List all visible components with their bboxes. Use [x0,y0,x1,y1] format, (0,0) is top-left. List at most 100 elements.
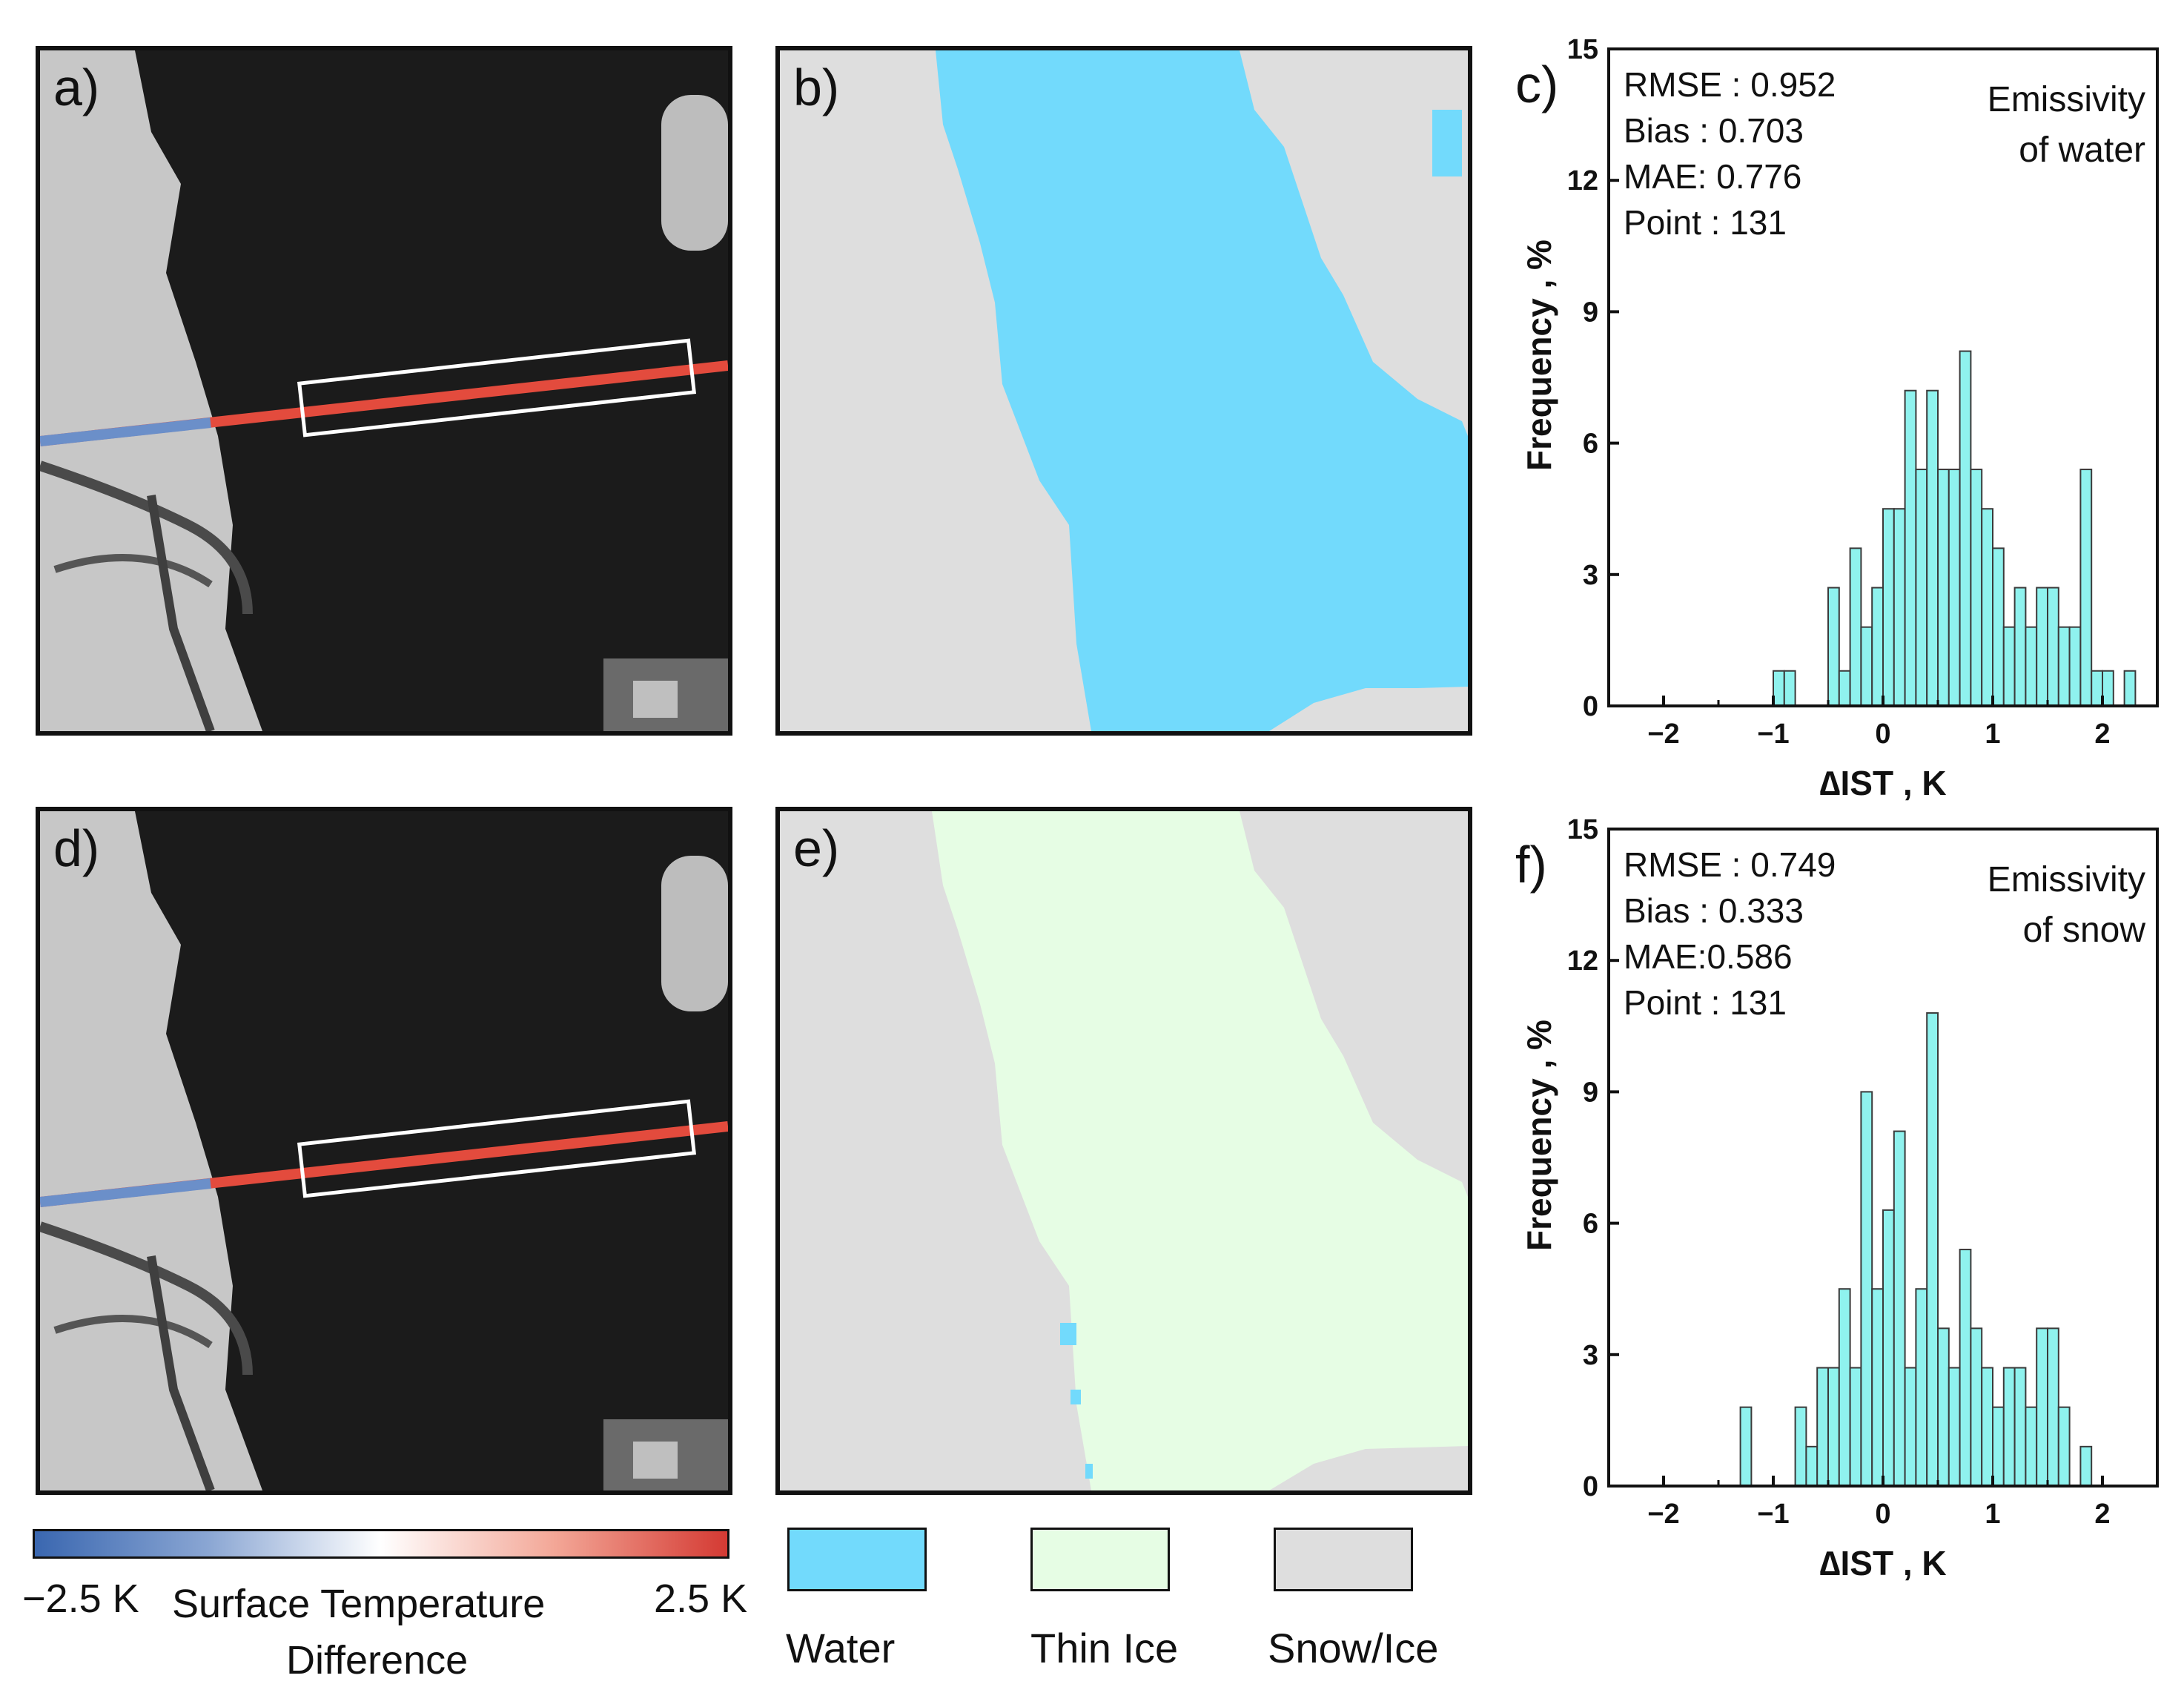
histogram-bar [1915,1288,1928,1487]
chart-title-line2: of water [2019,131,2145,170]
histogram-bar [1838,670,1851,707]
panel-e-classification: e) [775,807,1472,1495]
chart-title-line2: of snow [2023,911,2146,950]
histogram-bar [1773,670,1785,707]
stats-line: MAE: 0.776 [1624,157,1801,196]
histogram-bar [1992,547,2005,707]
x-tick-label: 0 [1875,719,1890,750]
y-tick-label: 6 [1583,1209,1598,1240]
colorbar-min-label: −2.5 K [22,1576,139,1621]
histogram-bar [2057,626,2071,707]
stats-line: Point : 131 [1624,203,1787,242]
histogram-bar [1805,1445,1819,1488]
legend-label-thin-ice: Thin Ice [1030,1625,1179,1671]
histogram-bar [2036,587,2049,707]
histogram-bar [1915,469,1928,707]
panel-label: f) [1515,836,1547,894]
x-tick-label: 1 [1985,1499,2000,1530]
histogram-bar [2002,1367,2016,1488]
chart-title-line1: Emissivity [1988,80,2145,119]
histogram-bar [1882,508,1895,707]
histogram-bar [1959,1249,1972,1487]
histogram-bar [1838,1288,1851,1487]
y-tick-label: 0 [1583,1471,1598,1502]
panel-a-label: a) [53,59,100,116]
legend-label-snow-ice: Snow/Ice [1268,1625,1439,1671]
classification-map-e [780,811,1468,1490]
histogram-bar [1849,1367,1862,1488]
legend-label-water: Water [786,1625,896,1671]
y-tick-label: 15 [1567,34,1598,65]
legend-swatch-thin-ice [1030,1528,1170,1591]
histogram-bar [1981,508,1994,707]
panel-e-label: e) [793,819,840,877]
x-tick-label: 1 [1985,719,2000,750]
histogram-bar [1970,1327,1983,1487]
stats-line: RMSE : 0.749 [1624,845,1836,884]
histogram-bar [1948,1367,1961,1488]
x-tick-label: −2 [1647,719,1679,750]
stats-line: MAE:0.586 [1624,937,1793,976]
y-tick-label: 12 [1567,945,1598,977]
chart-title-line1: Emissivity [1988,860,2145,899]
histogram-bar [2102,670,2114,707]
stats-line: Bias : 0.333 [1624,891,1804,930]
histogram-bar [1882,1209,1895,1487]
histogram-bar [1739,1406,1753,1487]
histogram-bar [2025,1406,2038,1487]
histogram-bar [1816,1367,1830,1488]
y-axis-label: Frequency , % [1520,1020,1558,1251]
panel-label: c) [1515,56,1558,113]
stats-line: RMSE : 0.952 [1624,65,1836,104]
x-tick-label: 0 [1875,1499,1890,1530]
panel-a-thermal-image: a) [36,46,732,736]
histogram-bar [1948,469,1961,707]
colorbar-title-line2: Difference [286,1638,469,1683]
y-tick-label: 3 [1583,1340,1598,1371]
stats-line: Point : 131 [1624,983,1787,1022]
temperature-colorbar [33,1529,729,1559]
y-tick-label: 3 [1583,560,1598,591]
histogram-bar [2013,587,2027,707]
y-tick-label: 9 [1583,1077,1598,1108]
histogram-bar [1783,670,1796,707]
histogram-bar [1871,1288,1884,1487]
colorbar-max-label: 2.5 K [654,1576,748,1621]
panel-d-thermal-image: d) [36,807,732,1495]
histogram-bar [1959,350,1972,707]
histogram-bar [1893,508,1906,707]
histogram-bar [1827,1367,1840,1488]
panel-d-label: d) [53,819,100,877]
histogram-bar [1926,1012,1939,1487]
x-axis-label: ∆IST , K [1819,764,1946,802]
classification-map-b [780,50,1468,731]
histogram-bar [2123,670,2137,707]
x-tick-label: −1 [1757,1499,1789,1530]
histogram-bar [2079,469,2093,707]
histogram-bar [2068,626,2082,707]
x-tick-label: 2 [2094,719,2110,750]
histogram-bar [2057,1406,2071,1487]
colorbar-title-line1: Surface Temperature [172,1582,546,1626]
histogram-bar [2013,1367,2027,1488]
histogram-bar [1904,389,1917,707]
x-tick-label: 2 [2094,1499,2110,1530]
y-tick-label: 12 [1567,165,1598,197]
histogram-bar [1849,547,1862,707]
histogram-bar [1937,1327,1950,1487]
x-tick-label: −1 [1757,719,1789,750]
histogram-bar [1926,389,1939,707]
stats-line: Bias : 0.703 [1624,111,1804,150]
histogram-bar [2047,1327,2059,1487]
x-axis-label: ∆IST , K [1819,1544,1946,1582]
y-tick-label: 0 [1583,691,1598,722]
y-tick-label: 15 [1567,814,1598,845]
histogram-bar [2079,1445,2093,1488]
panel-b-label: b) [793,59,840,116]
histogram-bar [2002,626,2016,707]
histogram-bar [1860,626,1873,707]
thermal-image-d [40,811,728,1490]
thermal-image-a [40,50,728,731]
